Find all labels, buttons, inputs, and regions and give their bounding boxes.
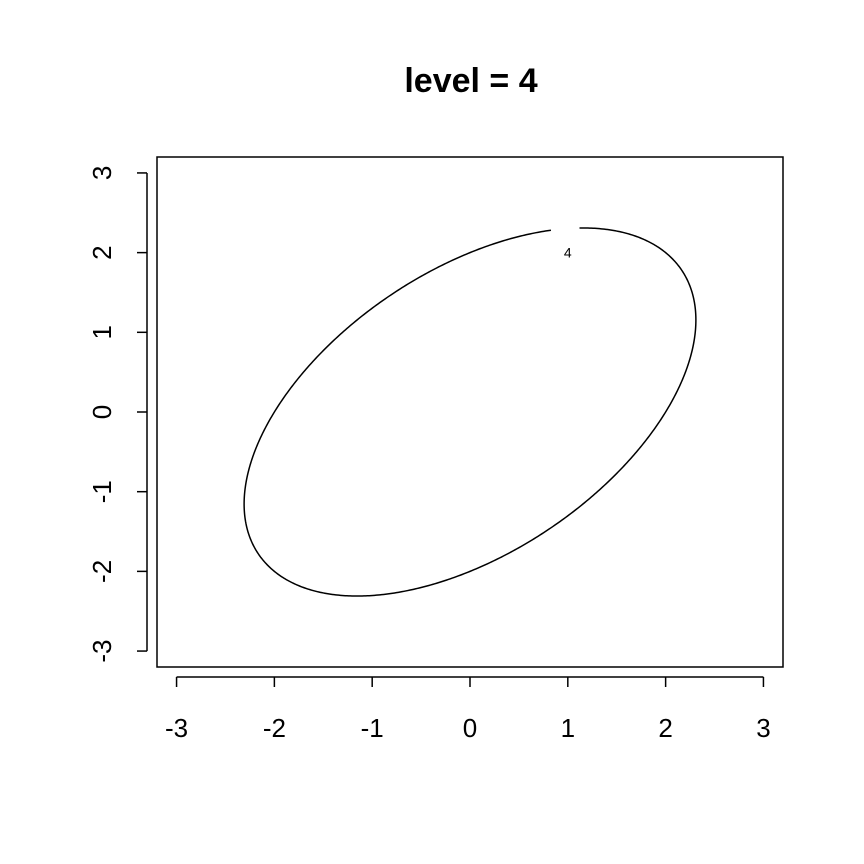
chart-title: level = 4 bbox=[404, 62, 537, 100]
y-tick-label: 3 bbox=[87, 166, 117, 180]
x-tick-label: -1 bbox=[361, 713, 384, 743]
x-tick-label: -2 bbox=[263, 713, 286, 743]
plot-frame bbox=[156, 156, 784, 668]
y-tick-label: 1 bbox=[87, 325, 117, 339]
y-tick-label: -1 bbox=[87, 480, 117, 503]
y-axis: -3 -2 -1 0 1 2 3 bbox=[87, 166, 148, 663]
y-tick-label: 2 bbox=[87, 245, 117, 259]
y-tick-label: 0 bbox=[87, 405, 117, 419]
y-tick-label: -3 bbox=[87, 640, 117, 663]
y-tick-label: -2 bbox=[87, 560, 117, 583]
x-tick-label: -3 bbox=[165, 713, 188, 743]
contour-label: 4 bbox=[564, 245, 572, 261]
contour-line bbox=[243, 227, 697, 597]
x-tick-label: 1 bbox=[561, 713, 575, 743]
x-tick-label: 0 bbox=[463, 713, 477, 743]
contour-lines: 4 bbox=[243, 227, 697, 597]
x-tick-label: 2 bbox=[658, 713, 672, 743]
x-tick-label: 3 bbox=[756, 713, 770, 743]
x-axis: -3 -2 -1 0 1 2 3 bbox=[165, 676, 771, 743]
